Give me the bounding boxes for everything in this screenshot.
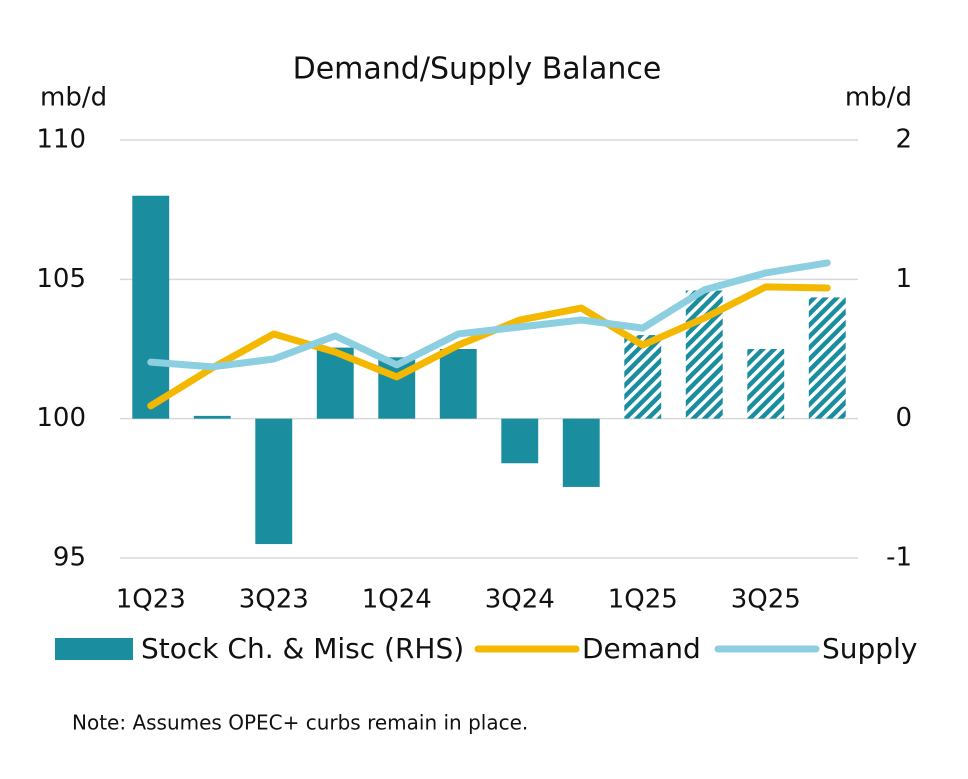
legend-swatch <box>55 638 133 660</box>
legend-label: Supply <box>822 632 917 665</box>
y2-tick-label: 0 <box>895 403 912 433</box>
bar <box>562 418 600 487</box>
line <box>147 259 831 371</box>
bar <box>439 349 477 419</box>
bar <box>624 335 662 419</box>
y2-tick-label: 1 <box>895 264 912 294</box>
chart-title: Demand/Supply Balance <box>293 52 662 87</box>
bar <box>501 418 539 464</box>
y2-axis-label: mb/d <box>845 83 912 113</box>
bar <box>808 297 846 419</box>
note: Note: Assumes OPEC+ curbs remain in plac… <box>72 711 528 735</box>
bar <box>255 418 293 545</box>
x-tick-label: 3Q25 <box>731 585 801 615</box>
x-tick-label: 3Q24 <box>485 585 555 615</box>
legend-label: Stock Ch. & Misc (RHS) <box>141 632 464 665</box>
x-tick-label: 3Q23 <box>239 585 309 615</box>
y-tick-label: 105 <box>36 264 86 294</box>
y-tick-label: 100 <box>36 403 86 433</box>
y2-tick-label: 2 <box>895 125 912 155</box>
bar <box>747 349 785 419</box>
bar <box>132 195 170 419</box>
y-axis-label: mb/d <box>40 83 107 113</box>
bar <box>193 415 231 419</box>
y-tick-label: 95 <box>53 543 86 573</box>
x-tick-label: 1Q24 <box>362 585 432 615</box>
y-tick-label: 110 <box>36 125 86 155</box>
y2-tick-label: -1 <box>886 543 912 573</box>
legend-label: Demand <box>582 632 701 665</box>
line <box>147 283 831 410</box>
x-tick-label: 1Q23 <box>116 585 186 615</box>
x-tick-label: 1Q25 <box>608 585 678 615</box>
